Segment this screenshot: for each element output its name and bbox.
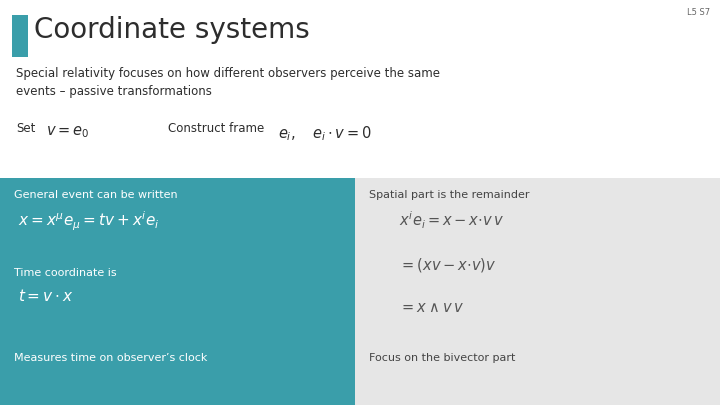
Text: Time coordinate is: Time coordinate is [14,268,117,278]
Text: $e_i, \quad e_i \cdot v = 0$: $e_i, \quad e_i \cdot v = 0$ [278,124,372,143]
Text: Set: Set [16,122,35,135]
Bar [355,178,720,405]
Text: L5 S7: L5 S7 [687,8,710,17]
Bar [12,15,28,57]
Text: Measures time on observer’s clock: Measures time on observer’s clock [14,353,207,363]
Text: Construct frame: Construct frame [168,122,264,135]
Text: $= x \wedge v\, v$: $= x \wedge v\, v$ [399,300,464,315]
Text: $= (xv - x{\cdot}v)v$: $= (xv - x{\cdot}v)v$ [399,256,496,274]
Text: $t = v \cdot x$: $t = v \cdot x$ [18,288,73,304]
Text: Coordinate systems: Coordinate systems [34,16,310,44]
Text: $x^i e_i = x - x{\cdot}v\, v$: $x^i e_i = x - x{\cdot}v\, v$ [399,210,504,231]
Bar [0,178,355,405]
Text: $x = x^{\mu}e_{\mu} = tv + x^i e_i$: $x = x^{\mu}e_{\mu} = tv + x^i e_i$ [18,210,160,233]
Text: General event can be written: General event can be written [14,190,178,200]
Text: Special relativity focuses on how different observers perceive the same
events –: Special relativity focuses on how differ… [16,67,440,98]
Text: $v = e_0$: $v = e_0$ [46,124,89,140]
Text: Focus on the bivector part: Focus on the bivector part [369,353,516,363]
Text: Spatial part is the remainder: Spatial part is the remainder [369,190,529,200]
